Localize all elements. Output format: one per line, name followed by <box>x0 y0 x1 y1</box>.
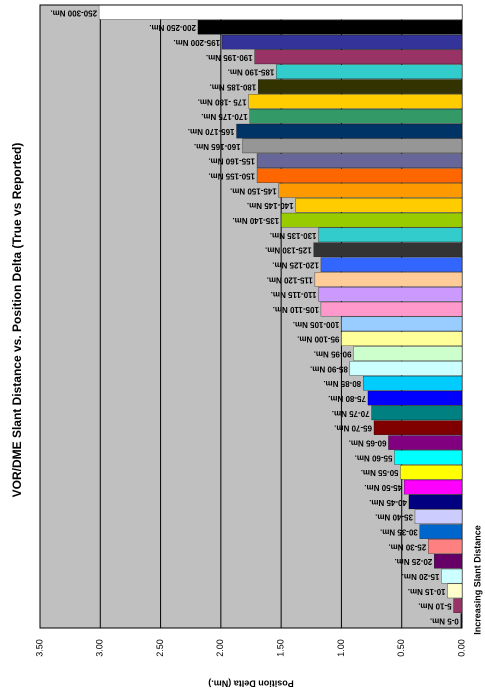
bar <box>248 94 463 109</box>
bar-label: 70-75 Nm. <box>332 409 370 418</box>
bar-label: 200-250 Nm. <box>149 23 196 32</box>
bar-label: 175 -180 Nm. <box>198 97 247 106</box>
bar <box>353 346 463 361</box>
bar-label: 0-5 Nm. <box>430 616 459 625</box>
bar-label: 100-105 Nm. <box>293 320 340 329</box>
bar <box>341 331 463 346</box>
bar-label: 180-185 Nm. <box>210 82 257 91</box>
bar-label: 140-145 Nm. <box>247 201 294 210</box>
bar <box>197 20 463 35</box>
bar <box>320 301 463 317</box>
bar-label: 35-40 Nm. <box>375 513 413 522</box>
y-tick-label: 0.50 <box>396 639 406 657</box>
bar-label: 115-120 Nm. <box>267 275 313 284</box>
bar-label: 10-15 Nm. <box>408 587 446 596</box>
bar <box>318 227 463 243</box>
bar-label: 50-55 Nm. <box>361 468 399 477</box>
bar-label: 105-110 Nm. <box>273 305 319 314</box>
bar <box>400 465 463 480</box>
y-tick-label: 1.00 <box>336 639 346 657</box>
bar <box>403 479 463 495</box>
bar-label: 125-130 Nm. <box>265 246 312 255</box>
bar-label: 185-190 Nm. <box>228 68 275 77</box>
y-tick-label: 2.50 <box>155 639 165 657</box>
bar-label: 5-10 Nm. <box>418 602 451 611</box>
bar <box>278 183 463 198</box>
y-tick-label: 3.50 <box>34 639 44 657</box>
bar-label: 75-80 Nm. <box>328 394 366 403</box>
bar-label: 250-300 Nm. <box>50 8 97 17</box>
bar <box>221 34 463 50</box>
bar <box>254 49 463 65</box>
chart-title: VOR/DME Slant Distance vs. Position Delt… <box>10 143 24 498</box>
bar-label: 20-25 Nm. <box>394 557 432 566</box>
bar <box>249 109 463 124</box>
bar-label: 110-115 Nm. <box>271 290 317 299</box>
bar <box>341 316 463 332</box>
bar <box>388 435 463 450</box>
bar <box>349 361 463 376</box>
bar-label: 15-20 Nm. <box>402 572 440 581</box>
bar-label: 170-175 Nm. <box>201 112 248 121</box>
bar <box>362 376 463 391</box>
bar-label: 130-135 Nm. <box>270 231 317 240</box>
bar-label: 95-100 Nm. <box>297 335 339 344</box>
bar <box>408 494 463 510</box>
bar <box>280 212 463 228</box>
bar <box>320 257 463 272</box>
bar-label: 145-150 Nm. <box>230 186 277 195</box>
bar <box>460 613 463 628</box>
bar-label: 150-155 Nm. <box>208 171 255 180</box>
bar-label: 195-200 Nm. <box>173 38 220 47</box>
bar-label: 190-195 Nm. <box>206 53 253 62</box>
bar <box>242 138 463 154</box>
bar <box>313 242 463 257</box>
bar-label: 120-125 Nm. <box>272 260 319 269</box>
y-axis-label: Position Delta (Nm.) <box>208 679 294 689</box>
bar <box>258 79 463 94</box>
bar <box>314 272 463 287</box>
bar <box>447 583 463 599</box>
bar-label: 160-165 Nm. <box>194 142 241 151</box>
bar <box>441 568 463 584</box>
bar <box>367 390 463 406</box>
bar <box>453 598 463 613</box>
y-tick-label: 3.00 <box>95 639 105 657</box>
bar-label: 135-140 Nm. <box>232 216 279 225</box>
bar <box>414 509 463 524</box>
x-axis-label: Increasing Slant Distance <box>472 525 482 635</box>
bar-label: 85-90 Nm. <box>310 364 348 373</box>
y-tick-label: 0.00 <box>456 639 466 657</box>
bar-label: 65-70 Nm. <box>334 424 372 433</box>
bar-label: 60-65 Nm. <box>349 438 387 447</box>
y-tick-label: 1.50 <box>276 639 286 657</box>
bar <box>394 450 463 465</box>
bar-label: 30-35 Nm. <box>380 527 418 536</box>
bar <box>276 64 463 79</box>
bar <box>373 420 463 435</box>
bar-label: 45-50 Nm. <box>364 483 402 492</box>
bar-label: 155-160 Nm. <box>208 157 255 166</box>
bar <box>419 524 463 539</box>
bar <box>428 539 463 554</box>
bar <box>295 198 463 213</box>
bar-label: 90-95 Nm. <box>314 349 352 358</box>
bar-label: 80-85 Nm. <box>323 379 361 388</box>
bar <box>256 153 463 168</box>
bar-label: 55-60 Nm. <box>355 453 393 462</box>
bar-label: 40-45 Nm. <box>369 498 407 507</box>
bar <box>256 168 463 183</box>
bar <box>98 5 463 20</box>
bar <box>371 405 463 421</box>
bar <box>434 554 463 569</box>
plot-area <box>39 4 463 629</box>
bar <box>236 123 463 139</box>
bar <box>318 287 463 302</box>
bar-label: 165-170 Nm. <box>188 127 235 136</box>
y-tick-label: 2.00 <box>215 639 225 657</box>
bar-label: 25-30 Nm. <box>388 542 426 551</box>
